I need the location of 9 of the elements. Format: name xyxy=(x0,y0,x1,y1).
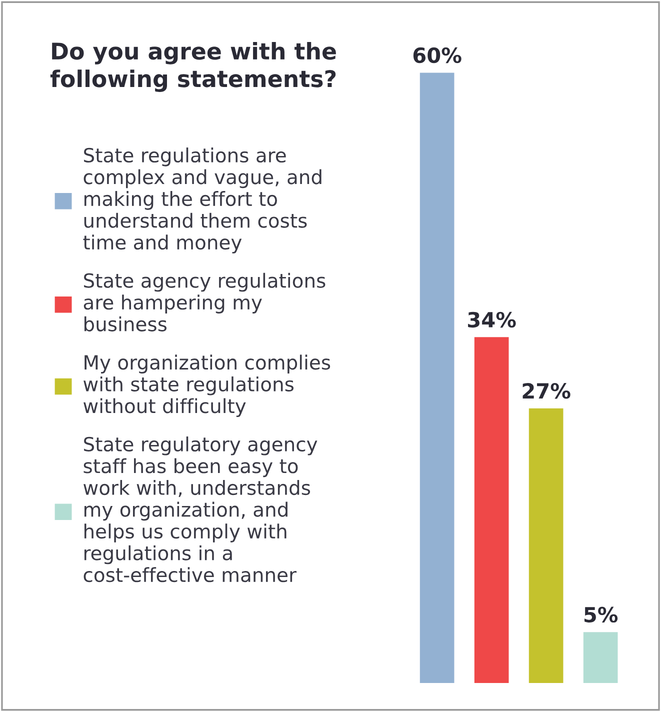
data-label: 27% xyxy=(522,383,570,399)
legend-label: State agency regulations are hampering my business xyxy=(84,272,326,332)
text: Do you agree with the following statements? xyxy=(50,42,336,92)
data-label: 60% xyxy=(413,47,462,64)
legend-label: State regulatory agency staff has been easy to work with, understands my organization, and helps us comply with regulations in a cost-effective manner xyxy=(84,436,318,582)
legend-label: State regulations are complex and vague, and making the effort to understand them costs time and money xyxy=(83,148,322,254)
data-label: 34% xyxy=(468,312,516,328)
legend-label: My organization complies with state regulations without difficulty xyxy=(84,354,330,418)
data-label: 5% xyxy=(584,606,618,623)
